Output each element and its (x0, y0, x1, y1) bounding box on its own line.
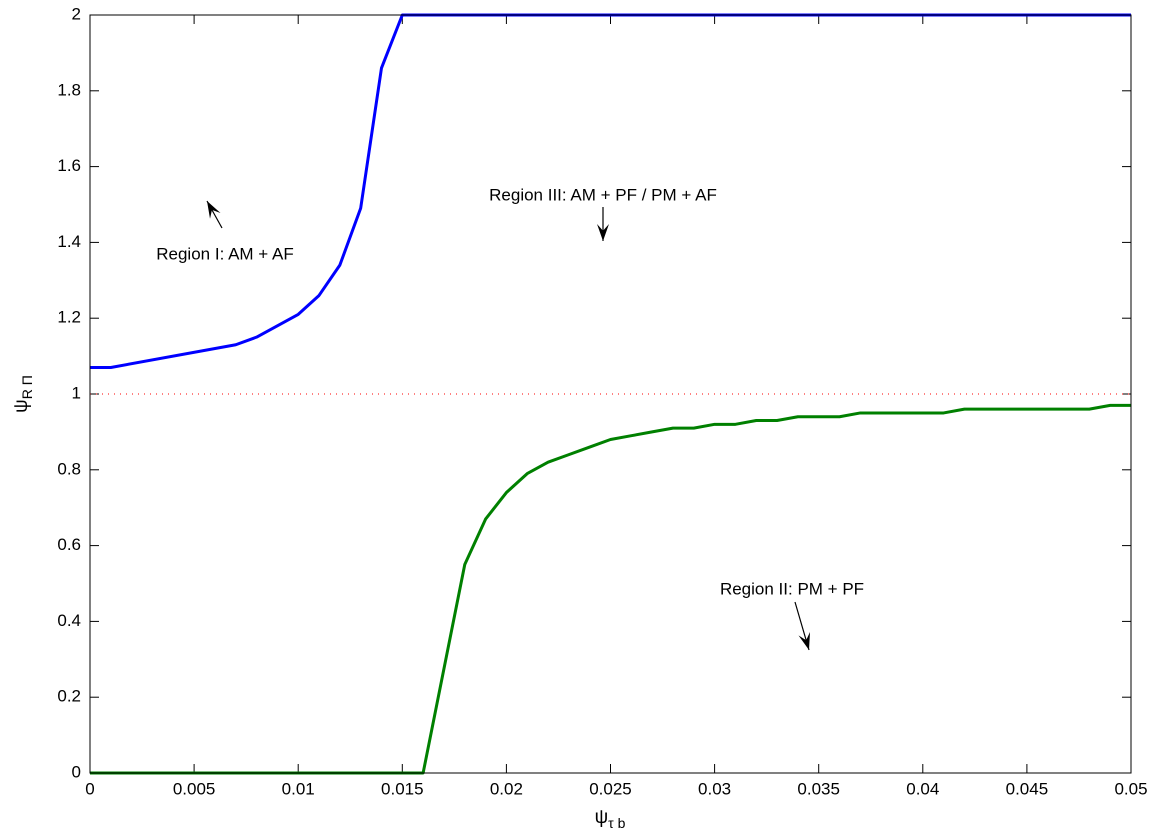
x-tick-label: 0.025 (589, 779, 632, 798)
y-axis-label: ψR Π (11, 375, 35, 413)
arrow-head (207, 201, 221, 219)
x-tick-label: 0.035 (797, 779, 840, 798)
x-tick-label: 0.005 (173, 779, 216, 798)
y-tick-label: 1.2 (57, 308, 81, 327)
axes-box (89, 14, 1132, 774)
x-tick-label: 0.05 (1114, 779, 1147, 798)
annotation: Region III: AM + PF / PM + AF (489, 185, 717, 204)
y-tick-label: 1.4 (57, 232, 81, 251)
y-tick-label: 0.8 (57, 459, 81, 478)
x-axis-subscript: τ b (608, 815, 625, 831)
y-axis-symbol: ψ (11, 399, 32, 413)
x-axis-label: ψτ b (595, 807, 626, 831)
y-tick-label: 0 (72, 762, 81, 781)
x-tick-label: 0.03 (698, 779, 731, 798)
y-tick-label: 1 (72, 383, 81, 402)
series-line (90, 13, 1131, 369)
y-tick-label: 1.6 (57, 156, 81, 175)
arrow-head (798, 632, 810, 650)
y-axis-subscript: R Π (19, 375, 35, 399)
y-tick-label: 0.2 (57, 687, 81, 706)
x-tick-label: 0 (85, 779, 94, 798)
series-line (90, 403, 1131, 775)
x-axis-symbol: ψ (595, 807, 609, 828)
y-tick-label: 1.8 (57, 80, 81, 99)
annotation: Region I: AM + AF (156, 244, 294, 263)
annotation: Region II: PM + PF (720, 579, 864, 598)
x-tick-label: 0.045 (1006, 779, 1049, 798)
y-tick-label: 2 (72, 4, 81, 23)
arrow-head (597, 224, 609, 241)
y-tick-label: 0.6 (57, 535, 81, 554)
x-tick-label: 0.015 (381, 779, 424, 798)
x-tick-label: 0.04 (906, 779, 939, 798)
x-tick-label: 0.01 (282, 779, 315, 798)
x-tick-label: 0.02 (490, 779, 523, 798)
y-tick-label: 0.4 (57, 611, 81, 630)
